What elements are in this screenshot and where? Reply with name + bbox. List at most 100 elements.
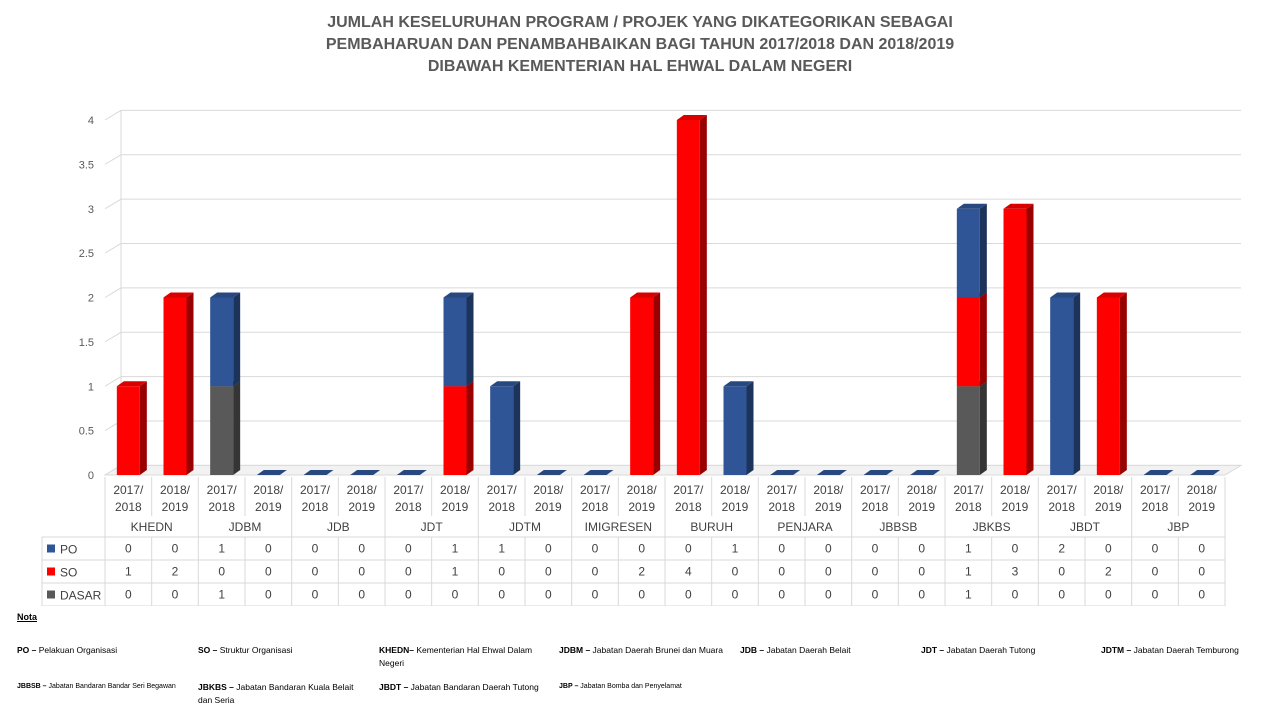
note-text: Jabatan Daerah Belait xyxy=(766,645,851,655)
bar-so-11 xyxy=(630,292,661,475)
table-value: 3 xyxy=(1012,565,1019,579)
notes-section: Nota PO – Pelakuan Organisasi SO – Strukt… xyxy=(0,608,1280,720)
note-separator: – xyxy=(583,645,593,655)
table-value: 1 xyxy=(965,565,972,579)
note-abbr: KHEDN xyxy=(379,645,410,655)
note-abbr: JBDT xyxy=(379,682,402,692)
title-line-1: JUMLAH KESELURUHAN PROGRAM / PROJEK YANG… xyxy=(327,14,953,31)
bar-top xyxy=(1050,292,1081,298)
table-value: 0 xyxy=(125,542,132,556)
bar-front xyxy=(1096,297,1120,475)
note-so: SO – Struktur Organisasi xyxy=(198,644,368,657)
bar-so-7 xyxy=(443,381,474,475)
bar-front xyxy=(443,297,467,387)
table-value: 0 xyxy=(732,588,739,602)
note-separator: – xyxy=(572,683,581,690)
table-value: 0 xyxy=(452,588,459,602)
table-value: 1 xyxy=(125,565,132,579)
note-abbr: JBBSB xyxy=(17,683,41,690)
x-sub-label: 2018/2019 xyxy=(253,483,284,514)
table-value: 0 xyxy=(265,542,272,556)
x-sub-label: 2018/2019 xyxy=(440,483,471,514)
legend-label-po: PO xyxy=(60,543,77,557)
note-abbr: PO xyxy=(17,645,30,655)
note-jbbsb: JBBSB – Jabatan Bandaran Bandar Seri Beg… xyxy=(17,681,177,692)
bar-front xyxy=(210,297,234,387)
bar-so-21 xyxy=(1096,292,1127,475)
note-jbp: JBP – Jabatan Bomba dan Penyelamat xyxy=(559,681,729,692)
bar-side xyxy=(186,292,194,475)
table-value: 0 xyxy=(265,565,272,579)
bar-zero-14 xyxy=(770,470,801,475)
bar-front xyxy=(676,120,700,475)
table-value: 0 xyxy=(685,588,692,602)
x-sub-label: 2018/2019 xyxy=(1000,483,1031,514)
x-sub-label: 2017/2018 xyxy=(1047,483,1078,514)
chart-title: JUMLAH KESELURUHAN PROGRAM / PROJEK YANG… xyxy=(0,12,1280,78)
table-value: 0 xyxy=(918,542,925,556)
x-sub-label: 2018/2019 xyxy=(813,483,844,514)
bar-side xyxy=(1073,292,1081,475)
note-text: Jabatan Bomba dan Penyelamat xyxy=(580,683,682,690)
table-value: 0 xyxy=(825,565,832,579)
table-value: 0 xyxy=(592,542,599,556)
x-group-label-penjara: PENJARA xyxy=(777,520,832,534)
bar-top xyxy=(1096,292,1127,298)
y-tick-label: 3 xyxy=(88,204,94,216)
note-text: Jabatan Bandaran Kuala Belait dan Seria xyxy=(198,682,354,705)
table-value: 0 xyxy=(592,565,599,579)
bar-po-13 xyxy=(723,381,754,475)
bar-zero-22 xyxy=(1143,470,1174,475)
note-abbr: JDT xyxy=(921,645,938,655)
table-value: 0 xyxy=(265,588,272,602)
note-text: Jabatan Daerah Brunei dan Muara xyxy=(592,645,723,655)
table-value: 0 xyxy=(872,588,879,602)
bar-front xyxy=(630,297,654,475)
bar-front xyxy=(490,386,514,475)
bar-front xyxy=(956,208,980,298)
table-value: 1 xyxy=(965,542,972,556)
note-separator: – xyxy=(29,645,39,655)
x-sub-label: 2017/2018 xyxy=(393,483,424,514)
y-tick-label: 0 xyxy=(88,470,94,482)
table-value: 0 xyxy=(405,542,412,556)
notes-heading: Nota xyxy=(17,612,37,622)
table-value: 1 xyxy=(452,542,459,556)
x-sub-label: 2018/2019 xyxy=(627,483,658,514)
note-abbr: JDTM xyxy=(1101,645,1125,655)
legend-label-dasar: DASAR xyxy=(60,589,102,603)
bar-so-19 xyxy=(1003,203,1034,475)
x-group-label-buruh: BURUH xyxy=(690,520,733,534)
bar-side xyxy=(233,292,241,387)
x-group-label-khedn: KHEDN xyxy=(131,520,173,534)
bar-side xyxy=(979,203,987,298)
table-value: 0 xyxy=(312,565,319,579)
x-group-label-jbdt: JBDT xyxy=(1070,520,1101,534)
bar-zero-15 xyxy=(816,470,847,475)
legend-key-po xyxy=(47,544,55,553)
note-text: Kementerian Hal Ehwal Dalam Negeri xyxy=(379,645,533,668)
note-abbr: SO xyxy=(198,645,211,655)
note-separator: – xyxy=(937,645,947,655)
table-value: 1 xyxy=(218,542,225,556)
table-value: 0 xyxy=(312,542,319,556)
table-value: 0 xyxy=(172,588,179,602)
bar-so-12 xyxy=(676,115,707,475)
bar-top xyxy=(443,292,474,298)
y-tick-label: 1 xyxy=(88,381,94,393)
table-value: 0 xyxy=(1012,542,1019,556)
bar-so-0 xyxy=(116,381,147,475)
bar-po-18 xyxy=(956,203,987,298)
gridline-6 xyxy=(104,198,1241,210)
note-jdt: JDT – Jabatan Daerah Tutong xyxy=(921,644,1091,657)
bar-side xyxy=(979,292,987,387)
table-value: 0 xyxy=(125,588,132,602)
bar-zero-17 xyxy=(910,470,941,475)
table-value: 0 xyxy=(545,542,552,556)
gridline-5 xyxy=(104,243,1241,254)
bar-side xyxy=(1119,292,1127,475)
note-text: Struktur Organisasi xyxy=(219,645,293,655)
x-sub-label: 2018/2019 xyxy=(533,483,564,514)
y-tick-label: 0.5 xyxy=(79,426,94,438)
note-jdb: JDB – Jabatan Daerah Belait xyxy=(740,644,910,657)
